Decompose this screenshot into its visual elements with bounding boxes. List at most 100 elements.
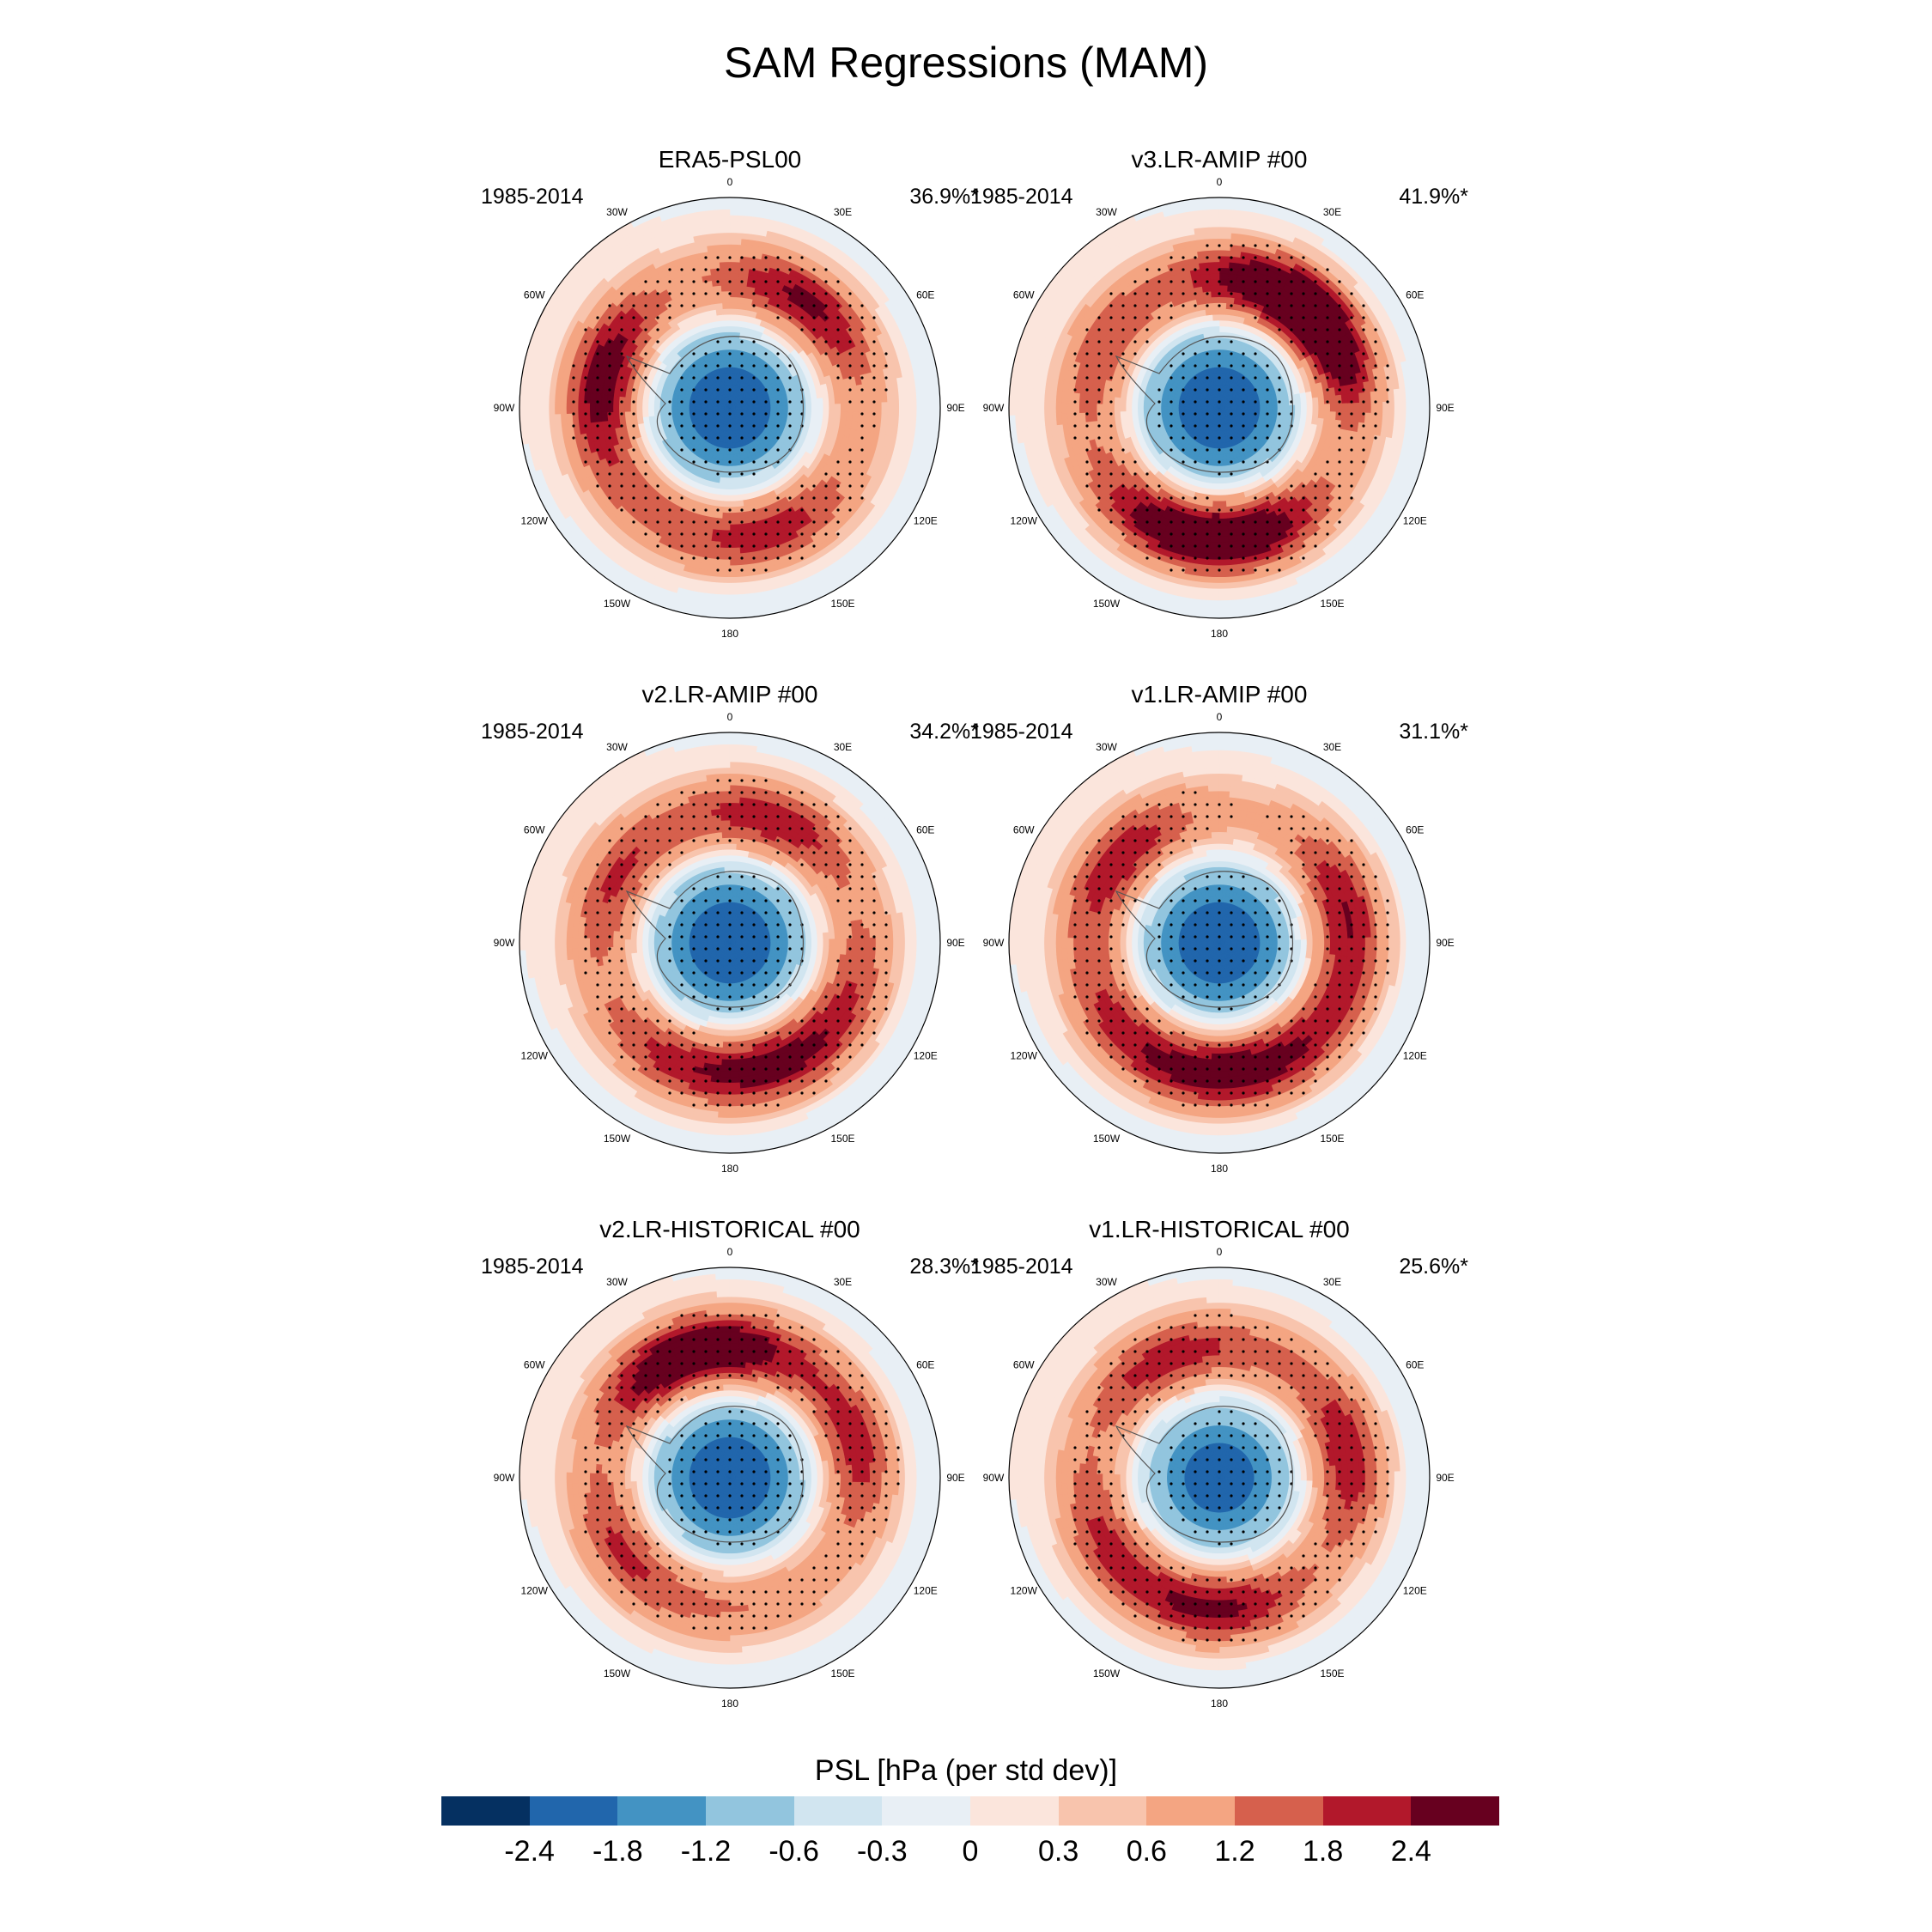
longitude-label: 150E xyxy=(1320,1133,1344,1145)
longitude-label: 150W xyxy=(1093,1668,1121,1680)
longitude-label: 0 xyxy=(1217,1246,1223,1258)
map-border xyxy=(519,197,941,619)
colorbar-tick-label: 1.2 xyxy=(1214,1835,1255,1868)
antarctica-coastline xyxy=(1115,871,1294,1008)
panel-title: v1.LR-AMIP #00 xyxy=(970,681,1468,708)
figure-title: SAM Regressions (MAM) xyxy=(0,38,1932,88)
longitude-label: 180 xyxy=(721,1698,738,1710)
colorbar xyxy=(441,1796,1500,1826)
map-panel: v2.LR-AMIP #00 1985-2014 34.2%* 0 30E 60E 90E 1… xyxy=(481,681,979,1175)
longitude-label: 60E xyxy=(1406,824,1424,836)
panel-title: v3.LR-AMIP #00 xyxy=(970,146,1468,173)
psl-field xyxy=(519,197,940,618)
colorbar-tick-labels: -2.4 -1.8 -1.2 -0.6 -0.3 0 0.3 0.6 1.2 1.8 2.4 xyxy=(0,1835,1932,1873)
colorbar-tick-label: 2.4 xyxy=(1391,1835,1431,1868)
longitude-label: 60W xyxy=(524,824,545,836)
colorbar-title: PSL [hPa (per std dev)] xyxy=(0,1754,1932,1788)
colorbar-tick-label: -0.3 xyxy=(857,1835,908,1868)
colorbar-tick-label: 0.6 xyxy=(1127,1835,1167,1868)
longitude-label: 90W xyxy=(494,1472,515,1484)
longitude-label: 120W xyxy=(521,515,549,527)
colorbar-swatch xyxy=(1411,1796,1500,1826)
longitude-label: 90E xyxy=(1436,937,1454,949)
longitude-label: 120W xyxy=(521,1585,549,1597)
longitude-label: 120E xyxy=(914,515,938,527)
map-panel: v1.LR-AMIP #00 1985-2014 31.1%* 0 30E 60E 90E 1… xyxy=(970,681,1468,1175)
longitude-label: 30W xyxy=(1096,741,1117,753)
longitude-label: 180 xyxy=(721,628,738,640)
longitude-label: 150W xyxy=(604,1133,631,1145)
psl-field xyxy=(1009,1267,1430,1688)
longitude-label: 90W xyxy=(983,402,1005,414)
antarctica-coastline xyxy=(1115,1406,1294,1543)
longitude-label: 60W xyxy=(524,1359,545,1371)
longitude-label: 120W xyxy=(1011,515,1038,527)
longitude-label: 30E xyxy=(1323,1276,1341,1288)
polar-map: 0 30E 60E 90E 120E 150E 180 150W 120W 90W 60W 30W xyxy=(494,1246,965,1710)
longitude-label: 90E xyxy=(1436,1472,1454,1484)
longitude-label: 120W xyxy=(521,1050,549,1062)
colorbar-swatch xyxy=(1146,1796,1236,1826)
longitude-label: 30W xyxy=(606,741,628,753)
panel-years: 1985-2014 xyxy=(481,185,584,210)
longitude-label: 150E xyxy=(830,1133,854,1145)
panel-title: v2.LR-AMIP #00 xyxy=(481,681,979,708)
longitude-label: 150W xyxy=(604,1668,631,1680)
significance-stippling xyxy=(572,256,888,572)
longitude-label: 0 xyxy=(727,176,733,188)
longitude-label: 60E xyxy=(1406,1359,1424,1371)
longitude-label: 30E xyxy=(834,1276,852,1288)
longitude-label: 60W xyxy=(1013,1359,1035,1371)
longitude-label: 0 xyxy=(1217,711,1223,723)
longitude-label: 150E xyxy=(1320,598,1344,610)
longitude-label: 150W xyxy=(1093,1133,1121,1145)
colorbar-tick-label: -1.8 xyxy=(592,1835,643,1868)
longitude-label: 90E xyxy=(946,402,964,414)
longitude-label: 120E xyxy=(1403,1585,1427,1597)
map-border xyxy=(1008,197,1431,619)
longitude-label: 90W xyxy=(494,937,515,949)
map-panel: v3.LR-AMIP #00 1985-2014 41.9%* 0 30E 60E 90E 1… xyxy=(970,146,1468,640)
longitude-label: 30E xyxy=(1323,206,1341,218)
longitude-label: 0 xyxy=(727,711,733,723)
longitude-label: 90W xyxy=(494,402,515,414)
longitude-label: 120E xyxy=(914,1050,938,1062)
longitude-label: 180 xyxy=(1211,1698,1228,1710)
map-border xyxy=(1008,732,1431,1154)
psl-field xyxy=(519,1267,940,1688)
longitude-label: 60W xyxy=(1013,824,1035,836)
longitude-label: 180 xyxy=(1211,1163,1228,1175)
map-panel: v1.LR-HISTORICAL #00 1985-2014 25.6%* 0 30E 6… xyxy=(970,1216,1468,1710)
antarctica-coastline xyxy=(625,336,805,473)
longitude-label: 60E xyxy=(916,289,934,301)
longitude-label: 120W xyxy=(1011,1585,1038,1597)
longitude-label: 90E xyxy=(1436,402,1454,414)
longitude-label: 120E xyxy=(914,1585,938,1597)
colorbar-swatch xyxy=(793,1796,883,1826)
panel-variance: 41.9%* xyxy=(1399,185,1468,210)
significance-stippling xyxy=(1073,1314,1389,1642)
polar-map: 0 30E 60E 90E 120E 150E 180 150W 120W 90W 60W 30W xyxy=(983,176,1455,640)
panel-variance: 25.6%* xyxy=(1399,1255,1468,1279)
longitude-label: 150E xyxy=(830,1668,854,1680)
significance-stippling xyxy=(584,1314,900,1630)
panel-variance: 28.3%* xyxy=(909,1255,979,1279)
longitude-label: 90E xyxy=(946,1472,964,1484)
panel-variance: 36.9%* xyxy=(909,185,979,210)
colorbar-swatch xyxy=(441,1796,530,1826)
panel-years: 1985-2014 xyxy=(481,1255,584,1279)
colorbar-swatch xyxy=(617,1796,707,1826)
colorbar-swatch xyxy=(529,1796,618,1826)
panel-variance: 31.1%* xyxy=(1399,720,1468,744)
colorbar-tick-label: -0.6 xyxy=(769,1835,819,1868)
antarctica-coastline xyxy=(625,871,805,1008)
longitude-label: 90W xyxy=(983,1472,1005,1484)
longitude-label: 60W xyxy=(1013,289,1035,301)
antarctica-coastline xyxy=(625,1406,805,1543)
polar-map: 0 30E 60E 90E 120E 150E 180 150W 120W 90W 60W 30W xyxy=(983,711,1455,1175)
map-panel: ERA5-PSL00 1985-2014 36.9%* 0 30E 60E 90E 120E 1… xyxy=(481,146,979,640)
panel-years: 1985-2014 xyxy=(970,185,1073,210)
longitude-label: 30W xyxy=(606,206,628,218)
longitude-label: 180 xyxy=(1211,628,1228,640)
longitude-label: 120W xyxy=(1011,1050,1038,1062)
